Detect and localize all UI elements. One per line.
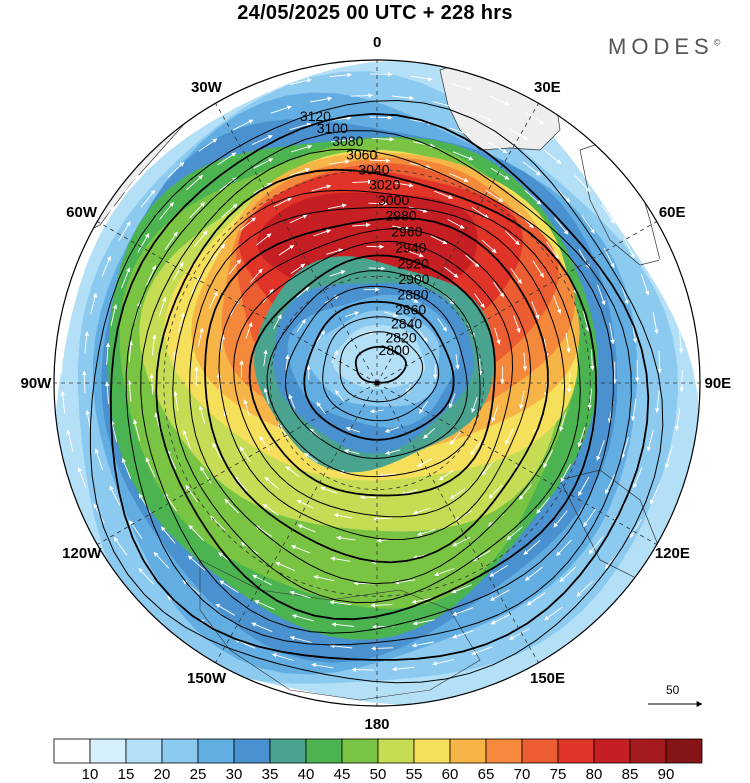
colorbar-swatch — [666, 739, 702, 763]
colorbar-swatch — [522, 739, 558, 763]
colorbar-swatch — [162, 739, 198, 763]
colorbar-swatch — [486, 739, 522, 763]
longitude-label: 0 — [373, 34, 381, 51]
longitude-label: 60W — [66, 204, 97, 221]
colorbar-label: 35 — [255, 766, 285, 783]
colorbar-swatch — [54, 739, 90, 763]
contour-label: 3020 — [369, 176, 400, 192]
contour-label: 3000 — [378, 192, 409, 208]
colorbar-label: 75 — [543, 766, 573, 783]
contour-label: 2920 — [398, 256, 429, 272]
contour-label: 3060 — [346, 147, 377, 163]
longitude-label: 120W — [62, 545, 101, 562]
colorbar-swatch — [234, 739, 270, 763]
contour-label: 2960 — [391, 224, 422, 240]
longitude-label: 180 — [365, 716, 390, 733]
colorbar-label: 60 — [435, 766, 465, 783]
colorbar-swatch — [594, 739, 630, 763]
colorbar-label: 85 — [615, 766, 645, 783]
colorbar — [54, 739, 702, 763]
longitude-label: 90W — [21, 375, 52, 392]
colorbar-swatch — [306, 739, 342, 763]
wind-vector — [352, 670, 374, 671]
longitude-label: 90E — [705, 375, 732, 392]
colorbar-swatch — [630, 739, 666, 763]
longitude-label: 30W — [191, 79, 222, 96]
colorbar-label: 55 — [399, 766, 429, 783]
map-disc — [40, 50, 720, 730]
longitude-label: 30E — [534, 79, 561, 96]
colorbar-swatch — [126, 739, 162, 763]
wind-vector — [196, 367, 197, 386]
colorbar-label: 45 — [327, 766, 357, 783]
longitude-label: 150W — [187, 670, 226, 687]
colorbar-label: 20 — [147, 766, 177, 783]
colorbar-swatch — [414, 739, 450, 763]
colorbar-label: 80 — [579, 766, 609, 783]
contour-label: 2940 — [395, 240, 426, 256]
colorbar-swatch — [342, 739, 378, 763]
reference-vector-label: 50 — [666, 683, 679, 697]
longitude-label: 120E — [655, 545, 690, 562]
colorbar-label: 10 — [75, 766, 105, 783]
contour-label: 3040 — [358, 161, 389, 177]
contour-label: 2900 — [398, 271, 429, 287]
contour-label: 2980 — [386, 208, 417, 224]
colorbar-label: 25 — [183, 766, 213, 783]
colorbar-label: 65 — [471, 766, 501, 783]
colorbar-swatch — [270, 739, 306, 763]
colorbar-label: 30 — [219, 766, 249, 783]
colorbar-label: 90 — [651, 766, 681, 783]
colorbar-label: 40 — [291, 766, 321, 783]
colorbar-swatch — [90, 739, 126, 763]
colorbar-label: 70 — [507, 766, 537, 783]
colorbar-swatch — [450, 739, 486, 763]
contour-label: 2880 — [397, 287, 428, 303]
longitude-label: 60E — [659, 204, 686, 221]
pole-marker — [375, 381, 380, 386]
contour-label: 2800 — [379, 342, 410, 358]
colorbar-swatch — [198, 739, 234, 763]
colorbar-swatch — [558, 739, 594, 763]
colorbar-label: 50 — [363, 766, 393, 783]
longitude-label: 150E — [530, 670, 565, 687]
wind-vector — [370, 74, 392, 75]
colorbar-swatch — [378, 739, 414, 763]
colorbar-label: 15 — [111, 766, 141, 783]
